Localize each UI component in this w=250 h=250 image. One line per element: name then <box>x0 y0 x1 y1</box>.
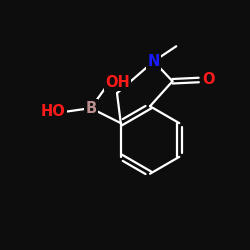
Text: OH: OH <box>105 75 130 90</box>
Text: HO: HO <box>41 104 66 120</box>
Text: O: O <box>202 72 214 88</box>
Text: B: B <box>85 100 96 116</box>
Text: N: N <box>148 54 160 69</box>
